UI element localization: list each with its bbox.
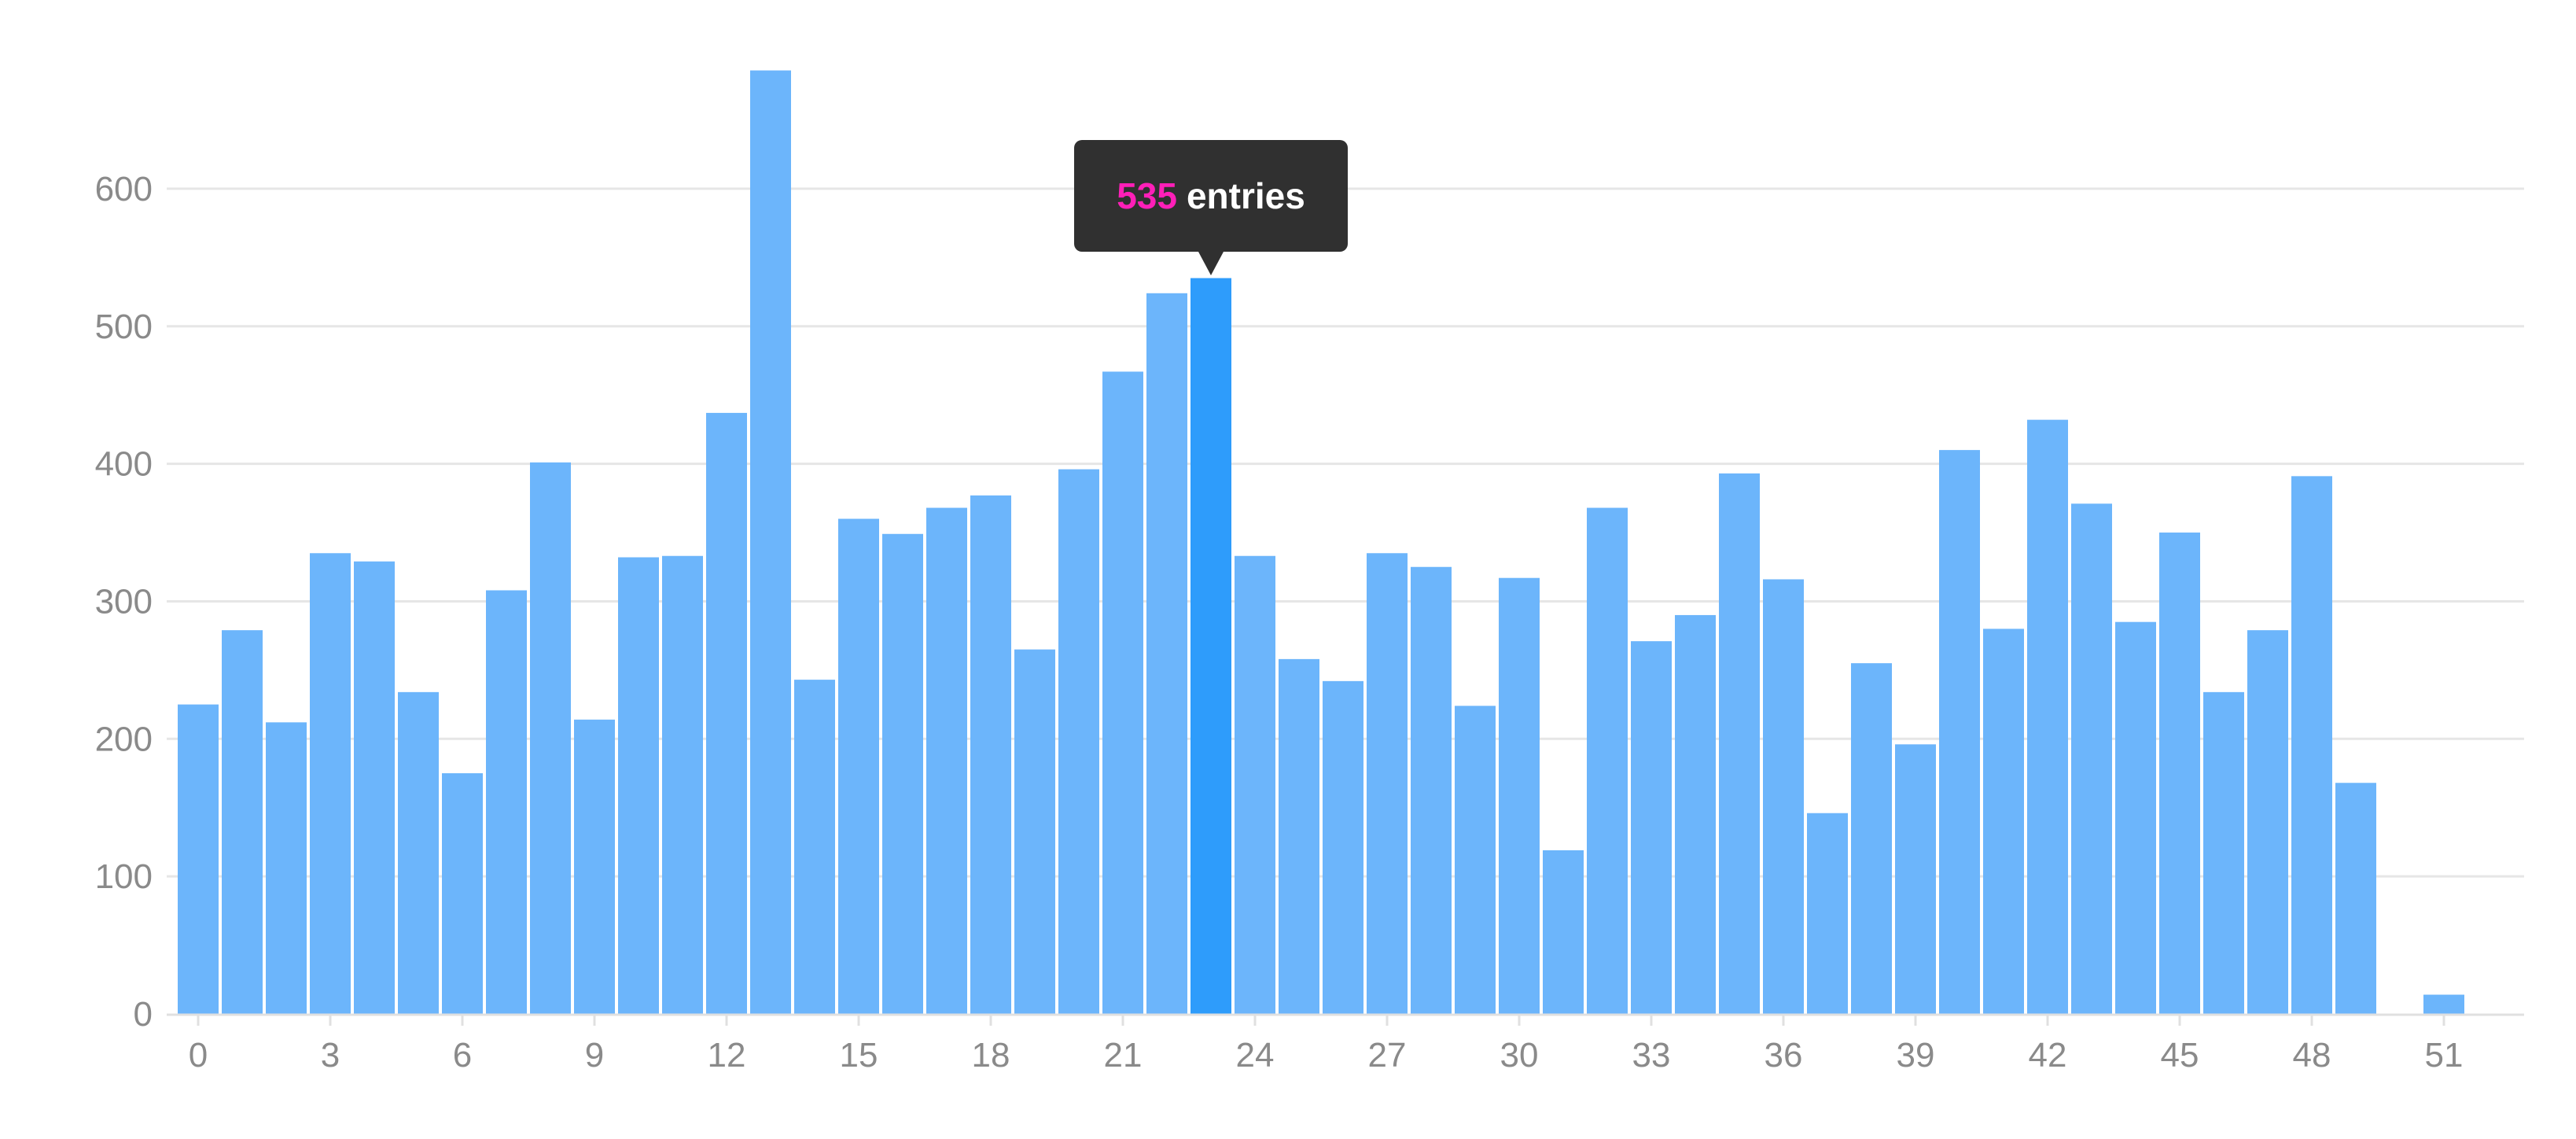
bar-25[interactable]	[1279, 658, 1319, 1014]
bar-12[interactable]	[706, 412, 747, 1014]
y-tick-label-300: 300	[95, 582, 153, 621]
x-tick-label-6: 6	[453, 1036, 472, 1074]
x-tick-label-42: 42	[2029, 1036, 2067, 1074]
x-tick-label-24: 24	[1236, 1036, 1275, 1074]
bar-48[interactable]	[2291, 476, 2332, 1014]
bar-46[interactable]	[2203, 691, 2244, 1014]
bar-11[interactable]	[662, 555, 703, 1014]
bar-15[interactable]	[838, 518, 879, 1014]
bar-35[interactable]	[1719, 473, 1760, 1014]
bar-20[interactable]	[1058, 469, 1099, 1014]
tooltip: 535 entries	[1074, 139, 1348, 252]
bar-39[interactable]	[1895, 744, 1936, 1014]
bar-6[interactable]	[442, 773, 483, 1014]
bar-10[interactable]	[618, 557, 659, 1014]
bar-23[interactable]	[1190, 278, 1231, 1014]
x-tick-label-51: 51	[2425, 1036, 2464, 1074]
bar-49[interactable]	[2335, 783, 2376, 1014]
x-tick-label-18: 18	[972, 1036, 1010, 1074]
x-tick-label-0: 0	[189, 1036, 208, 1074]
bar-32[interactable]	[1587, 507, 1628, 1014]
x-tick-label-27: 27	[1368, 1036, 1407, 1074]
bar-30[interactable]	[1499, 577, 1540, 1014]
bar-0[interactable]	[178, 704, 219, 1014]
bar-18[interactable]	[970, 495, 1011, 1014]
bar-37[interactable]	[1807, 813, 1848, 1014]
x-tick-label-21: 21	[1104, 1036, 1143, 1074]
bar-3[interactable]	[310, 553, 351, 1014]
y-tick-label-200: 200	[95, 720, 153, 758]
bar-7[interactable]	[486, 590, 527, 1014]
bar-24[interactable]	[1235, 555, 1275, 1014]
y-tick-label-100: 100	[95, 857, 153, 896]
tooltip-suffix: entries	[1186, 175, 1305, 216]
bar-14[interactable]	[794, 680, 835, 1014]
bar-26[interactable]	[1323, 680, 1363, 1014]
bar-33[interactable]	[1631, 641, 1672, 1014]
bar-2[interactable]	[266, 722, 307, 1014]
bar-1[interactable]	[222, 630, 263, 1014]
bar-31[interactable]	[1543, 850, 1584, 1014]
x-tick-label-33: 33	[1632, 1036, 1671, 1074]
bar-36[interactable]	[1763, 579, 1804, 1014]
x-tick-label-45: 45	[2161, 1036, 2199, 1074]
bar-51[interactable]	[2423, 994, 2464, 1014]
bars	[178, 70, 2464, 1014]
bar-47[interactable]	[2247, 630, 2288, 1014]
y-tick-label-0: 0	[134, 995, 153, 1034]
bar-27[interactable]	[1367, 553, 1408, 1014]
bar-40[interactable]	[1939, 450, 1980, 1014]
bar-9[interactable]	[574, 719, 615, 1014]
bar-41[interactable]	[1983, 628, 2024, 1014]
axes: 0 3 6 9 12 15 18 21 24 27 30 33 36 39 42 45 48 5101002003…	[95, 170, 2524, 1074]
bar-44[interactable]	[2115, 621, 2156, 1014]
tooltip-value: 535	[1117, 175, 1177, 216]
bar-38[interactable]	[1851, 663, 1892, 1014]
x-tick-label-9: 9	[585, 1036, 604, 1074]
bar-22[interactable]	[1146, 293, 1187, 1014]
bar-34[interactable]	[1675, 614, 1716, 1014]
x-tick-label-30: 30	[1500, 1036, 1539, 1074]
bar-42[interactable]	[2027, 419, 2068, 1014]
bar-4[interactable]	[354, 561, 395, 1014]
y-tick-label-400: 400	[95, 445, 153, 484]
bar-8[interactable]	[530, 462, 571, 1014]
bar-19[interactable]	[1014, 649, 1055, 1014]
bar-21[interactable]	[1102, 371, 1143, 1014]
x-tick-label-15: 15	[840, 1036, 878, 1074]
bar-43[interactable]	[2071, 503, 2112, 1014]
tooltip-arrow	[1198, 251, 1224, 275]
bar-5[interactable]	[398, 691, 439, 1014]
y-tick-label-600: 600	[95, 170, 153, 208]
x-tick-label-36: 36	[1765, 1036, 1803, 1074]
bar-29[interactable]	[1455, 706, 1496, 1014]
bar-17[interactable]	[926, 507, 967, 1014]
bar-13[interactable]	[750, 70, 791, 1014]
x-tick-label-3: 3	[321, 1036, 340, 1074]
x-tick-label-48: 48	[2293, 1036, 2331, 1074]
bar-28[interactable]	[1411, 566, 1452, 1014]
bar-45[interactable]	[2159, 533, 2200, 1014]
x-tick-label-39: 39	[1897, 1036, 1935, 1074]
y-tick-label-500: 500	[95, 308, 153, 346]
bar-16[interactable]	[882, 533, 923, 1014]
x-tick-label-12: 12	[708, 1036, 746, 1074]
